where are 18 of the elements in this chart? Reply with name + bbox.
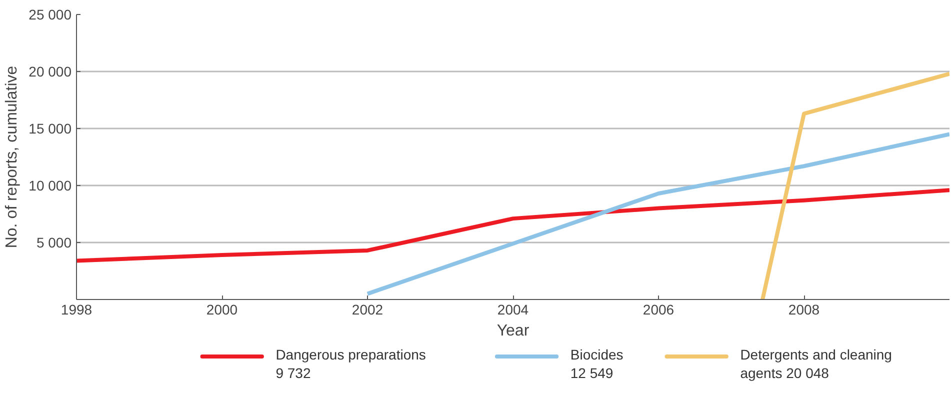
x-tick-label: 2002: [352, 302, 384, 318]
y-tick-label: 15 000: [28, 120, 72, 136]
x-axis-title: Year: [496, 322, 530, 340]
x-tick-label: 2000: [206, 302, 238, 318]
legend-label: Dangerous preparations 9 732: [276, 346, 426, 381]
line-series: [366, 132, 950, 296]
x-tick-label: 1998: [60, 302, 92, 318]
legend-label: Detergents and cleaning agents 20 048: [740, 346, 892, 381]
x-tick-label: 2006: [642, 302, 674, 318]
y-tick-label: 20 000: [28, 64, 72, 80]
y-tick-label: 5 000: [36, 234, 72, 250]
x-tick-label: 2004: [497, 302, 529, 318]
y-axis-title: No. of reports, cumulative: [4, 66, 21, 248]
x-tick-label: 2008: [788, 302, 820, 318]
line-series: [76, 188, 950, 263]
y-tick-label: 10 000: [28, 178, 72, 194]
y-tick-label: 25 000: [28, 6, 72, 22]
legend-label: Biocides 12 549: [570, 346, 624, 381]
